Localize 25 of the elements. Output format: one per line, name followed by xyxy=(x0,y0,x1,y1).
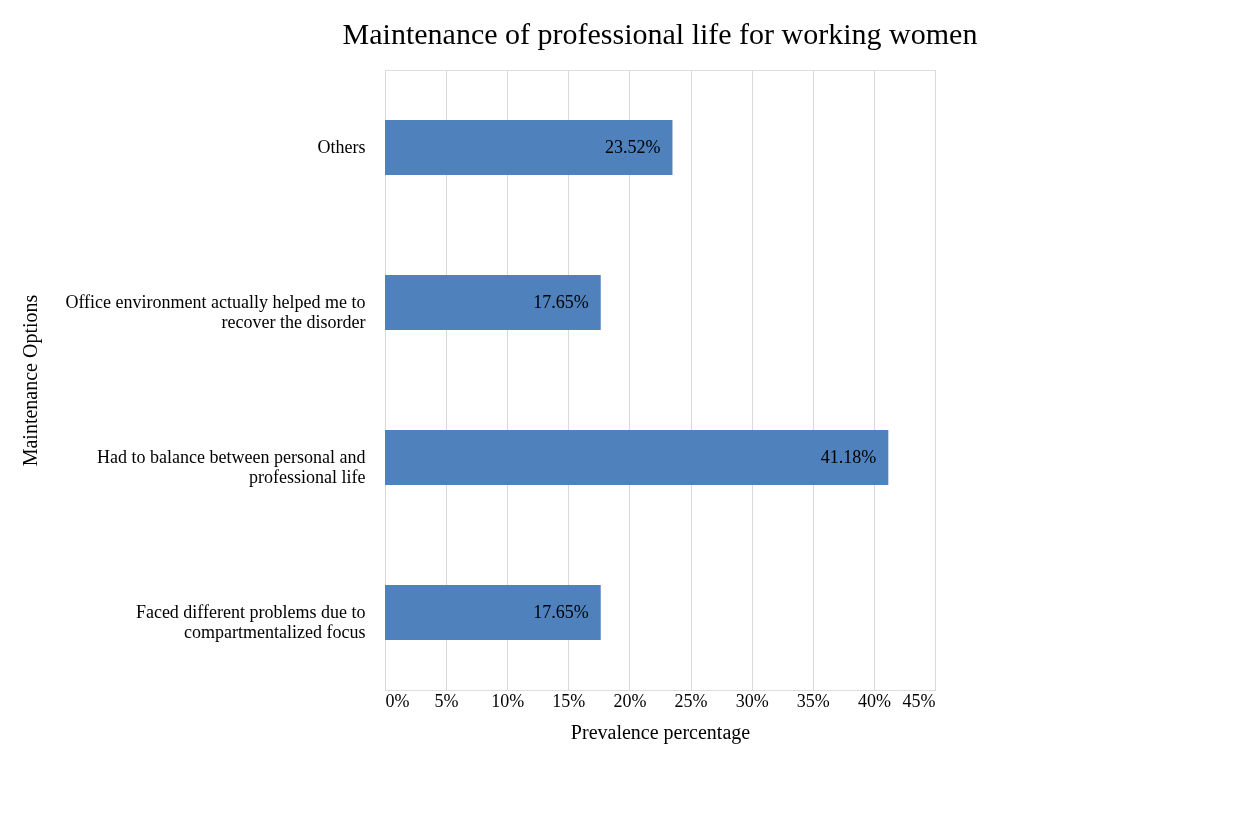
x-tick-label: 30% xyxy=(735,690,769,711)
x-tick-label: 0% xyxy=(385,690,410,711)
bar xyxy=(385,120,673,175)
data-label: 17.65% xyxy=(533,601,589,622)
y-tick-label: Office environment actually helped me to recover the disorder xyxy=(65,291,366,332)
y-tick-label: Others xyxy=(317,136,366,157)
data-label: 17.65% xyxy=(533,291,589,312)
y-tick-label: Faced different problems due to compartmentalized focus xyxy=(135,601,366,642)
data-label: 23.52% xyxy=(604,136,661,157)
bar xyxy=(385,275,601,330)
x-tick-label: 35% xyxy=(796,690,830,711)
bar xyxy=(385,585,601,640)
x-tick-label: 25% xyxy=(674,690,708,711)
x-axis-title: Prevalence percentage xyxy=(570,720,751,744)
y-axis-title: Maintenance Options xyxy=(18,294,42,467)
bar xyxy=(385,430,889,485)
chart-title: Maintenance of professional life for working women xyxy=(342,17,978,50)
x-tick-label: 15% xyxy=(552,690,586,711)
x-tick-label: 5% xyxy=(434,690,459,711)
data-label: 41.18% xyxy=(820,446,877,467)
y-tick-label: Had to balance between personal and professional life xyxy=(97,446,366,487)
x-tick-label: 45% xyxy=(902,690,936,711)
x-tick-label: 20% xyxy=(613,690,647,711)
x-tick-label: 40% xyxy=(857,690,891,711)
x-tick-label: 10% xyxy=(491,690,525,711)
